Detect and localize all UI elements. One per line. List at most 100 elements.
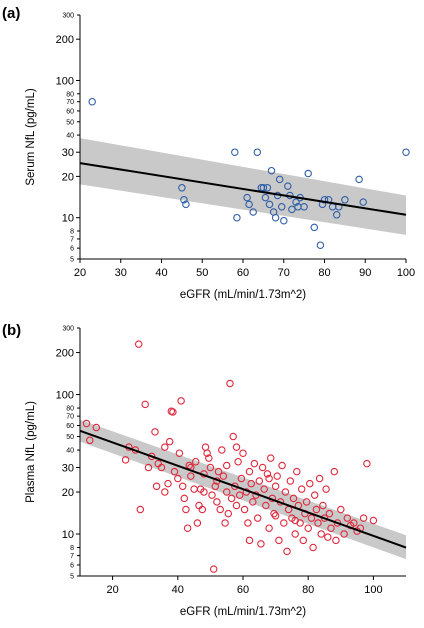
data-point [359,514,368,522]
data-point [218,446,226,454]
data-point [310,223,319,232]
data-point [216,505,224,514]
data-point [234,457,242,466]
data-point [306,479,314,488]
y-minor-tick-label: 8 [70,228,74,235]
data-point [213,498,221,506]
y-axis-title: Plasma NfL (pg/mL) [25,401,37,503]
data-point [265,200,274,209]
data-point [271,213,280,222]
y-minor-tick-label: 70 [66,414,74,421]
data-point [151,428,159,436]
y-tick-label: 100 [56,75,74,87]
data-point [92,423,101,432]
data-point [185,461,193,470]
data-point [174,474,182,483]
data-point [203,449,211,457]
data-point [245,200,253,209]
y-axis-title: Serum NfL (pg/mL) [25,88,37,186]
data-point [341,196,349,204]
x-tick-label: 20 [74,267,86,279]
data-point [177,397,185,405]
data-point [369,516,378,525]
data-point [265,474,273,483]
y-minor-tick-label: 80 [66,406,74,413]
data-point [157,463,166,472]
data-point [221,519,229,527]
data-point [224,509,233,518]
data-point [178,184,186,192]
y-minor-tick-label: 40 [66,133,74,140]
data-point [259,184,268,192]
y-minor-tick-label: 5 [70,574,74,581]
data-point [182,200,190,209]
data-point [304,169,312,178]
data-point [250,459,259,468]
data-point [275,536,283,545]
y-tick-label: 10 [62,529,74,541]
data-point [263,184,272,192]
data-point [229,432,237,441]
y-minor-tick-label: 5 [70,257,74,264]
data-point [209,565,218,573]
data-point [136,505,145,514]
y-minor-tick-label: 6 [70,562,74,569]
confidence-band [80,138,406,235]
data-point [193,519,202,527]
data-point [249,498,257,506]
data-point [304,524,312,532]
data-point [164,479,172,488]
data-point [312,505,321,514]
data-point [161,443,169,451]
y-tick-label: 10 [62,213,74,225]
x-tick-label: 70 [278,267,290,279]
x-tick-label: 60 [237,584,249,596]
x-tick-label: 60 [237,267,249,279]
data-point [141,400,149,409]
data-point [266,454,275,462]
data-point [190,485,198,493]
data-point [320,196,329,204]
data-point [273,472,281,480]
x-tick-label: 100 [397,267,415,279]
data-point [170,467,179,476]
data-point [180,494,189,503]
y-tick-label: 20 [62,487,74,499]
data-point [245,467,254,476]
data-point [275,175,284,184]
y-minor-tick-label: 50 [66,434,74,441]
data-point [314,519,322,527]
x-axis-title: eGFR (mL/min/1.73m^2) [180,289,306,301]
data-point [332,211,341,219]
y-tick-label: 100 [56,390,74,402]
data-point [291,530,299,538]
y-minor-tick-label: 7 [70,236,74,243]
data-point [284,182,292,190]
data-point [240,505,249,514]
data-point [271,482,280,491]
regression-line [79,162,407,216]
data-point [330,467,339,476]
y-minor-tick-label: 80 [66,91,74,98]
data-point [288,205,296,214]
x-tick-label: 100 [364,584,382,596]
data-point [270,509,278,518]
data-point [243,193,251,202]
data-point [191,457,200,466]
y-minor-tick-label: 7 [70,553,74,560]
data-point [327,524,335,532]
y-minor-tick-label: 300 [62,326,74,333]
panel-label: (a) [2,5,20,22]
y-minor-tick-label: 6 [70,246,74,253]
data-point [232,501,241,510]
data-point [175,449,184,457]
y-minor-tick-label: 70 [66,99,74,106]
data-point [265,524,273,532]
data-point [245,536,254,545]
data-point [182,505,190,514]
data-point [235,491,244,499]
x-tick-label: 20 [106,584,118,596]
data-point [201,443,210,451]
y-minor-tick-label: 300 [62,13,74,20]
x-tick-label: 40 [172,584,184,596]
